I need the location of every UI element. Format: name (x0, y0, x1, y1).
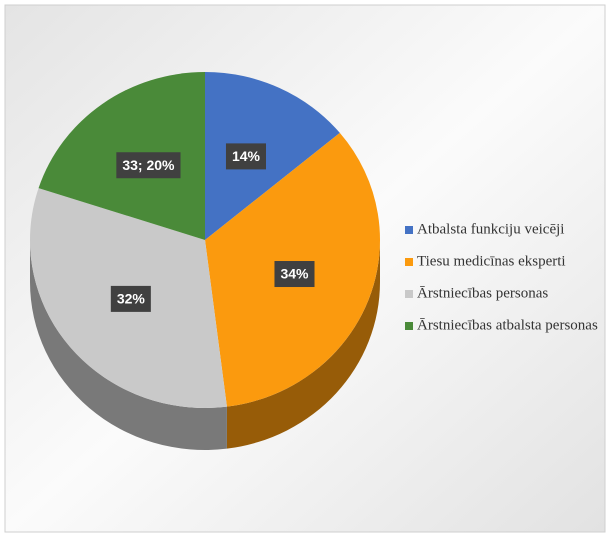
legend-swatch (405, 322, 413, 330)
slice (205, 72, 340, 240)
legend-swatch (405, 226, 413, 234)
slice-side (226, 240, 380, 449)
data-label: 34% (280, 266, 309, 282)
legend-label: Ārstniecības personas (417, 285, 548, 301)
legend-label: Ārstniecības atbalsta personas (417, 317, 598, 333)
data-label: 33; 20% (122, 157, 175, 173)
legend-swatch (405, 290, 413, 298)
data-label: 14% (232, 148, 261, 164)
data-label-box (225, 143, 266, 170)
data-label-box (274, 261, 315, 288)
data-label-box (110, 285, 151, 312)
data-label-box (116, 152, 181, 179)
slice-side (30, 240, 227, 450)
data-label: 32% (117, 291, 146, 307)
legend-label: Tiesu medicīnas eksperti (417, 253, 566, 269)
legend-swatch (405, 258, 413, 266)
legend-label: Atbalsta funkciju veicēji (417, 221, 564, 237)
